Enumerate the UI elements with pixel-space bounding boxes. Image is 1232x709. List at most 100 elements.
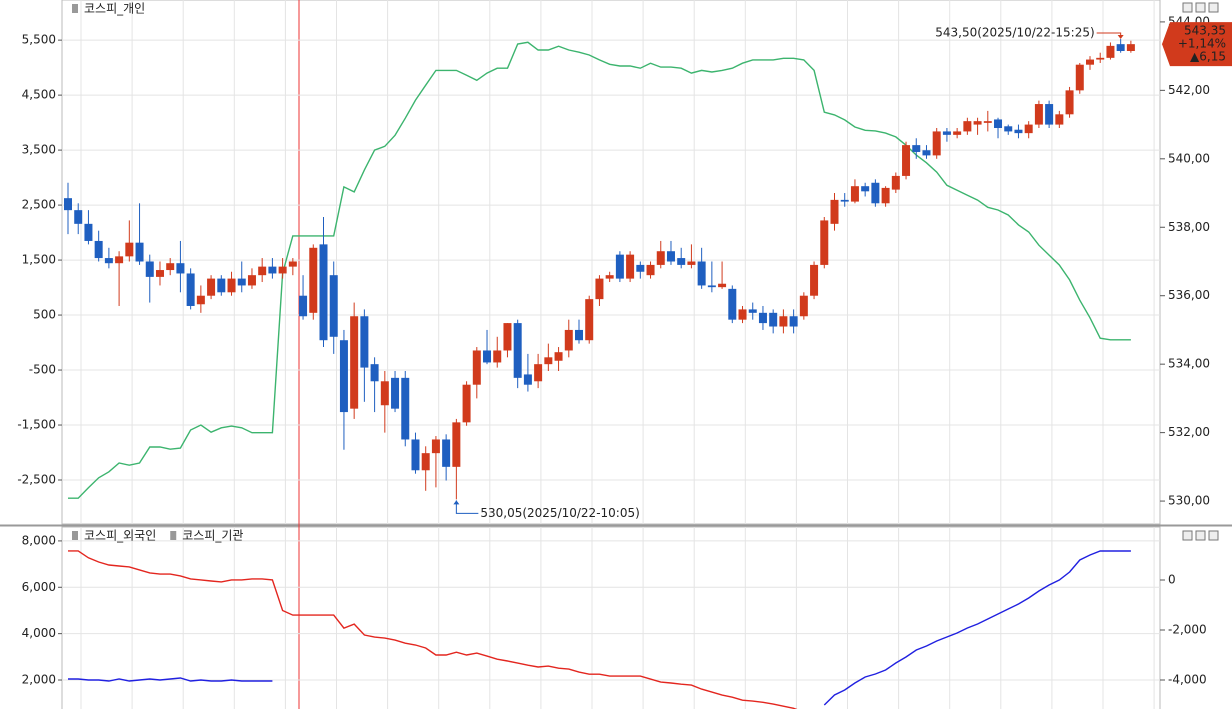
plot-frame [61, 0, 1161, 525]
legend-label: 코스피_기관 [182, 529, 243, 543]
y-tick-label: 2,000 [22, 673, 56, 687]
candle-body [554, 352, 563, 361]
candle-body [391, 377, 400, 409]
candle-body [442, 439, 451, 467]
candle-body [758, 312, 767, 324]
y-tick-label: 4,500 [22, 88, 56, 102]
candle-body [493, 350, 502, 363]
candle-body [626, 254, 635, 279]
candle-body [401, 377, 410, 440]
candle-body [288, 261, 297, 267]
candle-body [963, 121, 972, 132]
y2-tick-label: 540,00 [1168, 151, 1210, 165]
y2-tick-label: -4,000 [1168, 673, 1207, 687]
candle-body [1096, 57, 1105, 60]
candle-body [748, 309, 757, 313]
candle-body [738, 309, 747, 320]
candle-body [513, 323, 522, 378]
series-line [823, 550, 1131, 706]
candle-body [605, 275, 614, 279]
candle-body [534, 364, 543, 382]
y-tick-label: 8,000 [22, 533, 56, 547]
candle-body [503, 323, 512, 351]
candle-body [544, 357, 553, 365]
max-annotation: 543,50(2025/10/22-15:25) [935, 26, 1094, 40]
legend-swatch [72, 4, 78, 13]
candle-body [871, 182, 880, 204]
candle-body [646, 264, 655, 276]
candle-body [687, 261, 696, 265]
control-button[interactable] [1182, 2, 1193, 13]
candle-body [718, 283, 727, 288]
candle-body [237, 278, 246, 286]
y-tick-label: -500 [29, 363, 56, 377]
candle-body [1106, 45, 1115, 58]
candle-body [891, 175, 900, 190]
candle-body [411, 439, 420, 471]
panel-controls[interactable] [1182, 2, 1219, 541]
candle-body [176, 263, 185, 274]
candle-body [472, 350, 481, 385]
candle-body [207, 278, 216, 296]
min-pointer [455, 500, 479, 514]
candle-body [319, 244, 328, 341]
candle-body [728, 288, 737, 320]
candle-body [155, 270, 164, 277]
y-tick-label: 5,500 [22, 33, 56, 47]
candle-body [217, 278, 226, 293]
plot-frame [61, 526, 1161, 709]
y-tick-label: 4,000 [22, 626, 56, 640]
y-tick-label: 6,000 [22, 580, 56, 594]
candle-body [840, 199, 849, 202]
candle-body [483, 350, 492, 363]
candle-body [1004, 126, 1013, 132]
candle-body [452, 422, 461, 467]
candle-body [1116, 44, 1125, 51]
candle-body [666, 251, 675, 262]
candle-body [1075, 64, 1084, 91]
candle-body [115, 256, 124, 264]
plot-layer [62, 0, 1160, 524]
candle-body [932, 131, 941, 156]
candle-body [186, 273, 195, 306]
candle-body [902, 145, 911, 176]
candle-body [1126, 44, 1135, 51]
candle-body [707, 285, 716, 288]
candle-body [166, 263, 175, 271]
legend-swatch [170, 531, 177, 540]
candle-body [523, 374, 532, 385]
candle-body [830, 199, 839, 224]
control-button[interactable] [1195, 2, 1206, 13]
y-tick-label: 3,500 [22, 143, 56, 157]
control-button[interactable] [1208, 530, 1219, 541]
candle-body [973, 121, 982, 125]
candle-body [636, 264, 645, 272]
candle-body [912, 145, 921, 152]
candle-body [820, 220, 829, 265]
y-tick-label: 500 [33, 308, 56, 322]
candle-body [1045, 104, 1054, 125]
candle-body [84, 223, 93, 241]
candle-body [585, 299, 594, 341]
candle-body [697, 261, 706, 286]
candle-body [656, 251, 665, 265]
control-button[interactable] [1195, 530, 1206, 541]
candle-body [380, 381, 389, 406]
control-button[interactable] [1182, 530, 1193, 541]
candle-body [350, 316, 359, 409]
candle-body [779, 316, 788, 327]
candle-body [994, 119, 1003, 129]
y-tick-label: -1,500 [17, 418, 56, 432]
candle-body [421, 453, 430, 471]
candle-body [1086, 59, 1094, 65]
series-line [68, 550, 798, 709]
candle-body [268, 266, 277, 274]
min-arrowhead [453, 500, 460, 505]
max-arrowhead [1117, 35, 1124, 40]
candle-body [431, 439, 440, 454]
change: ▲6,15 [1190, 50, 1226, 64]
candle-body [94, 240, 103, 259]
control-button[interactable] [1208, 2, 1219, 13]
legend-label: 코스피_개인 [84, 2, 145, 16]
